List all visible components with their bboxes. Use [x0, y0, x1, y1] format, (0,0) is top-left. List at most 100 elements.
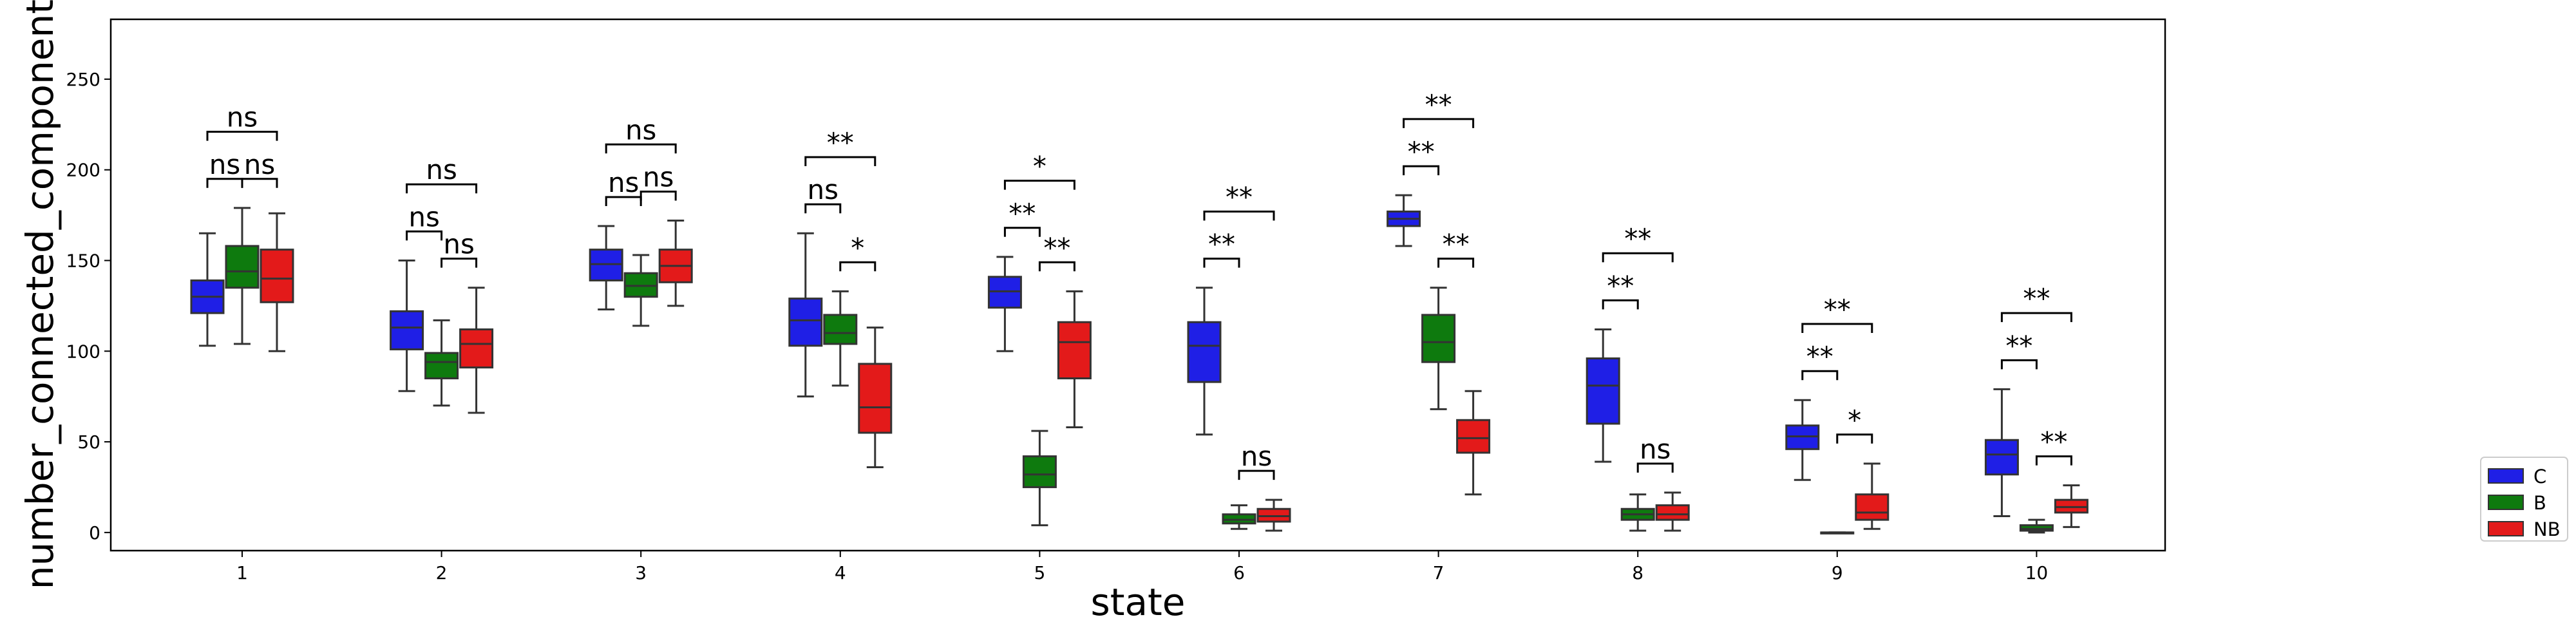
box-body	[390, 310, 424, 350]
bracket-label: *	[851, 232, 864, 263]
bracket-label: **	[1824, 294, 1851, 325]
sig-bracket-C-B: **	[1203, 229, 1240, 268]
bracket-label: *	[1033, 151, 1046, 182]
box-body	[1655, 504, 1690, 521]
sig-bracket-C-NB: **	[804, 127, 876, 166]
bracket-label: ns	[808, 174, 839, 205]
sig-bracket-C-B: **	[1003, 198, 1041, 237]
box-C-state-2	[390, 259, 424, 392]
bracket-line	[1003, 180, 1075, 190]
box-body	[788, 298, 823, 347]
y-tick-label: 150	[66, 250, 100, 271]
legend: CB NB	[2480, 457, 2568, 542]
plot-area-frame	[109, 18, 2166, 552]
box-B-state-3	[623, 254, 658, 327]
bracket-line	[804, 203, 842, 214]
legend-label: C	[2533, 466, 2546, 488]
bracket-label: **	[1607, 270, 1634, 301]
box-B-state-2	[424, 319, 459, 407]
bracket-line	[1437, 258, 1475, 268]
x-tick-label: 5	[1034, 562, 1045, 583]
box-body	[1586, 357, 1620, 425]
box-body	[1022, 455, 1057, 488]
sig-bracket-B-NB: ns	[639, 161, 677, 201]
sig-bracket-C-NB: **	[2000, 283, 2072, 323]
bracket-label: ns	[209, 149, 241, 180]
sig-bracket-C-NB: ns	[406, 154, 478, 194]
bracket-label: ns	[408, 201, 440, 232]
box-NB-state-4	[858, 327, 893, 468]
bracket-line	[2000, 312, 2072, 323]
box-body	[459, 328, 494, 369]
box-NB-state-7	[1456, 390, 1491, 496]
box-C-state-9	[1785, 399, 1820, 481]
bracket-label: **	[2023, 283, 2050, 314]
legend-item-C: C	[2488, 466, 2546, 488]
sig-bracket-C-NB: **	[1602, 223, 1674, 263]
bracket-label: **	[1226, 181, 1253, 213]
bracket-label: **	[827, 127, 854, 158]
box-body	[1421, 314, 1456, 363]
bracket-label: ns	[1241, 440, 1273, 472]
sig-bracket-C-B: **	[2000, 330, 2038, 370]
y-axis-title: number_connected_components	[18, 0, 62, 589]
bracket-line	[605, 143, 677, 154]
sig-bracket-B-NB: ns	[1238, 440, 1275, 480]
bracket-line	[1801, 370, 1839, 381]
legend-label: B	[2533, 492, 2546, 514]
box-C-state-10	[1984, 388, 2019, 518]
bracket-line	[1602, 252, 1674, 263]
sig-bracket-C-NB: **	[1403, 89, 1475, 128]
bracket-label: **	[1425, 89, 1452, 120]
bracket-line	[241, 178, 278, 188]
box-NB-state-9	[1855, 462, 1889, 530]
bracket-line	[605, 196, 642, 206]
box-B-state-6	[1222, 504, 1256, 530]
bracket-line	[2000, 359, 2038, 370]
sig-bracket-C-NB: ns	[605, 114, 677, 154]
bracket-line	[406, 183, 478, 194]
box-C-state-7	[1387, 194, 1421, 247]
box-B-state-7	[1421, 287, 1456, 410]
x-tick-label: 7	[1433, 562, 1444, 583]
bracket-line	[440, 258, 478, 268]
bracket-line	[1203, 258, 1240, 268]
sig-bracket-B-NB: **	[1437, 229, 1475, 268]
box-B-state-5	[1022, 430, 1057, 527]
bracket-line	[1403, 118, 1475, 128]
y-axis: 0 50 100 150 200 250	[66, 69, 111, 544]
bracket-label: ns	[443, 229, 475, 260]
bracket-line	[1801, 323, 1873, 334]
bracket-line	[1602, 299, 1639, 310]
y-tick-label: 0	[89, 522, 100, 544]
box-B-state-10	[2019, 518, 2054, 534]
box-body	[424, 352, 459, 380]
box-B-state-1	[225, 207, 260, 345]
sig-bracket-B-NB: **	[1038, 232, 1075, 272]
box-NB-state-10	[2054, 484, 2088, 528]
bracket-label: **	[1043, 232, 1070, 263]
sig-bracket-C-B: **	[1403, 136, 1440, 176]
bracket-label: **	[2005, 330, 2032, 361]
box-C-state-5	[987, 256, 1022, 352]
box-B-state-8	[1620, 493, 1655, 532]
bracket-line	[1003, 227, 1041, 237]
sig-bracket-C-NB: *	[1003, 151, 1075, 190]
bracket-label: **	[1208, 229, 1235, 260]
sig-bracket-C-B: ns	[804, 174, 842, 214]
x-tick-label: 8	[1632, 562, 1643, 583]
sig-bracket-B-NB: ns	[440, 229, 478, 268]
x-axis-title: state	[1091, 580, 1186, 624]
x-tick-label: 3	[635, 562, 647, 583]
box-C-state-1	[190, 232, 225, 347]
bracket-label: ns	[608, 167, 639, 198]
x-tick-label: 4	[835, 562, 846, 583]
bracket-label: **	[1009, 198, 1036, 229]
y-tick-label: 100	[66, 341, 100, 362]
bracket-label: *	[1848, 404, 1861, 436]
box-C-state-8	[1586, 328, 1620, 463]
box-body	[1984, 439, 2019, 476]
box-body	[823, 314, 858, 345]
box-B-state-9	[1820, 531, 1855, 535]
